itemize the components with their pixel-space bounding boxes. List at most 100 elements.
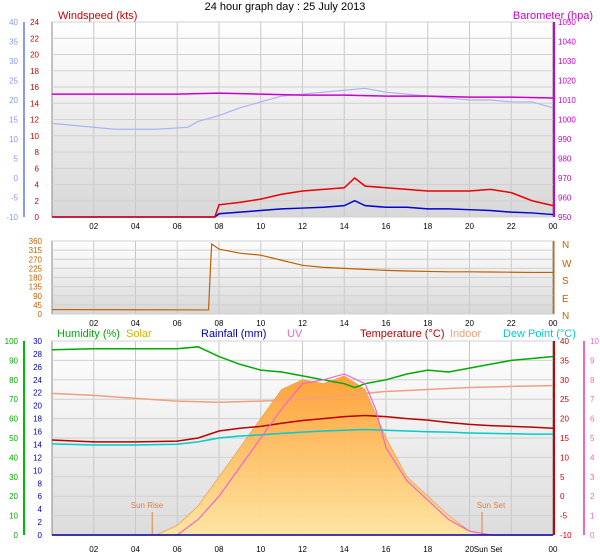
x-tick-label: 12 <box>298 545 307 554</box>
humidity-tick-label: 10 <box>9 512 18 521</box>
dewpoint-label: Dew Point (°C) <box>503 328 576 340</box>
series-wind-speed <box>52 199 554 218</box>
x-tick-label: 08 <box>215 545 224 554</box>
rainfall-tick-label: 24 <box>33 376 42 385</box>
humidity-tick-label: 80 <box>9 376 18 385</box>
series-humidity <box>51 346 554 389</box>
rainfall-tick-label: 20 <box>33 402 42 411</box>
wind-tick-label: 12 <box>30 116 39 125</box>
compass-e: E <box>562 294 569 305</box>
rainfall-tick-label: 18 <box>33 415 42 424</box>
wind-tick-label: 20 <box>30 51 39 60</box>
direction-tick-label: 0 <box>38 310 43 319</box>
temperature-tick-label: 20 <box>560 415 569 424</box>
rainfall-tick-label: 26 <box>33 363 42 372</box>
compass-s: S <box>562 276 569 287</box>
direction-tick-label: 360 <box>29 237 43 246</box>
x-tick-label: 06 <box>173 222 182 231</box>
temperature-tick-label: 10 <box>560 453 569 462</box>
barometer-tick-label: 960 <box>558 194 572 203</box>
barometer-tick-label: 1050 <box>558 18 576 27</box>
humidity-tick-label: 20 <box>9 492 18 501</box>
uv-tick-label: 10 <box>590 337 599 346</box>
humidity-tick-label: 70 <box>9 395 18 404</box>
x-tick-label: 16 <box>382 319 391 328</box>
outer-tick-label: -10 <box>6 213 18 222</box>
temperature-tick-label: 0 <box>560 492 565 501</box>
sunset-axis-label: Sun Set <box>474 545 503 554</box>
x-tick-label: 02 <box>89 222 98 231</box>
uv-tick-label: 1 <box>590 512 595 521</box>
uv-tick-label: 7 <box>590 395 595 404</box>
x-tick-label: 00 <box>549 319 558 328</box>
x-tick-label: 18 <box>423 222 432 231</box>
barometer-tick-label: 1040 <box>558 38 576 47</box>
rainfall-tick-label: 28 <box>33 350 42 359</box>
x-tick-label: 00 <box>549 545 558 554</box>
outer-tick-label: 40 <box>9 18 18 27</box>
x-tick-label: 08 <box>215 319 224 328</box>
windspeed-label: Windspeed (kts) <box>58 10 137 22</box>
wind-tick-label: 6 <box>35 164 40 173</box>
outer-tick-label: 35 <box>9 38 18 47</box>
x-tick-label: 06 <box>173 319 182 328</box>
series-barometer <box>52 92 554 99</box>
x-tick-label: 14 <box>340 222 349 231</box>
uv-tick-label: 0 <box>590 531 595 540</box>
direction-tick-label: 315 <box>29 246 43 255</box>
x-tick-label: 16 <box>382 545 391 554</box>
wind-tick-label: 24 <box>30 18 39 27</box>
barometer-tick-label: 1030 <box>558 57 576 66</box>
humidity-tick-label: 0 <box>14 531 19 540</box>
rainfall-tick-label: 22 <box>33 389 42 398</box>
sunset-label: Sun Set <box>477 501 506 510</box>
humidity-label: Humidity (%) <box>57 328 120 340</box>
x-tick-label: 10 <box>256 545 265 554</box>
barometer-tick-label: 950 <box>558 213 572 222</box>
temperature-label: Temperature (°C) <box>360 328 444 340</box>
x-tick-label: 18 <box>423 545 432 554</box>
humidity-tick-label: 90 <box>9 356 18 365</box>
humidity-tick-label: 60 <box>9 415 18 424</box>
outer-tick-label: 10 <box>9 135 18 144</box>
wind-tick-label: 18 <box>30 67 39 76</box>
x-tick-label: 22 <box>507 319 516 328</box>
wind-tick-label: 4 <box>35 181 40 190</box>
temperature-tick-label: -5 <box>560 512 568 521</box>
series-wind-direction <box>51 242 553 311</box>
sunrise-label: Sun Rise <box>131 501 164 510</box>
x-tick-label: 00 <box>549 222 558 231</box>
direction-tick-label: 225 <box>29 264 43 273</box>
x-tick-label: 18 <box>423 319 432 328</box>
compass-n-top: N <box>562 240 569 251</box>
temperature-tick-label: 30 <box>560 376 569 385</box>
solar-label: Solar <box>126 328 152 340</box>
x-tick-label: 04 <box>131 319 140 328</box>
indoor-label: Indoor <box>450 328 482 340</box>
rainfall-tick-label: 4 <box>38 505 43 514</box>
temperature-tick-label: 40 <box>560 337 569 346</box>
uv-tick-label: 3 <box>590 473 595 482</box>
x-tick-label: 12 <box>298 222 307 231</box>
x-tick-label: 02 <box>89 545 98 554</box>
humidity-tick-label: 50 <box>9 434 18 443</box>
uv-tick-label: 2 <box>590 492 595 501</box>
barometer-tick-label: 1010 <box>558 96 576 105</box>
wind-tick-label: 2 <box>35 197 40 206</box>
series-temperature <box>51 414 554 443</box>
outer-tick-label: 5 <box>14 155 19 164</box>
barometer-tick-label: 1000 <box>558 116 576 125</box>
x-tick-label: 02 <box>89 319 98 328</box>
rainfall-tick-label: 6 <box>38 492 43 501</box>
outer-tick-label: 25 <box>9 77 18 86</box>
barometer-tick-label: 990 <box>558 135 572 144</box>
light-blue-trace <box>51 87 554 130</box>
rainfall-tick-label: 16 <box>33 428 42 437</box>
humidity-tick-label: 40 <box>9 453 18 462</box>
humidity-tick-label: 30 <box>9 473 18 482</box>
wind-tick-label: 10 <box>30 132 39 141</box>
temperature-tick-label: 5 <box>560 473 565 482</box>
series-indoor <box>51 384 554 404</box>
